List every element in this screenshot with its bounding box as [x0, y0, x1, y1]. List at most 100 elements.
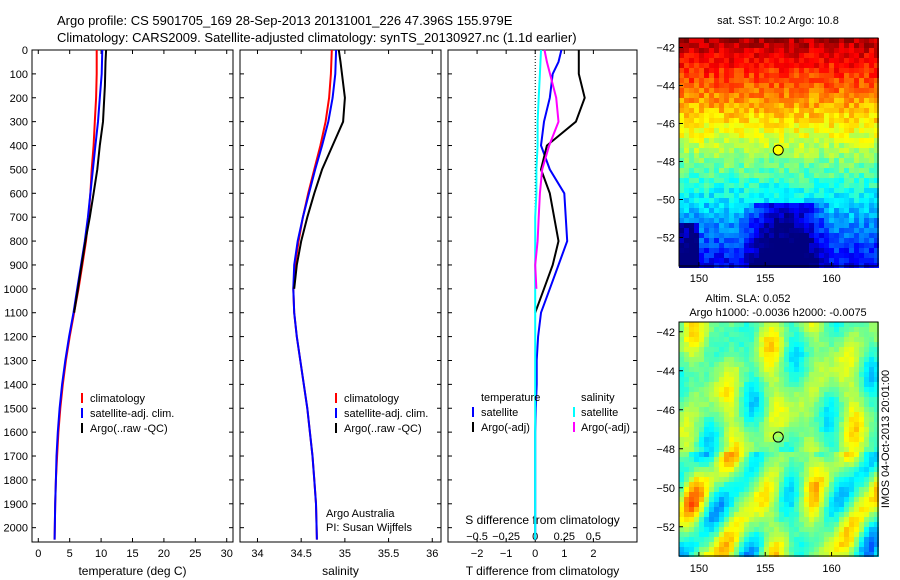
map-cell	[684, 118, 689, 123]
map-cell	[684, 377, 689, 382]
map-cell	[784, 153, 789, 158]
map-cell	[824, 103, 829, 108]
map-cell	[704, 447, 709, 452]
map-cell	[869, 168, 874, 173]
map-cell	[744, 93, 749, 98]
map-cell	[759, 48, 764, 53]
map-cell	[799, 427, 804, 432]
map-cell	[874, 537, 879, 542]
map-cell	[749, 108, 754, 113]
map-cell	[754, 517, 759, 522]
map-cell	[814, 203, 819, 208]
map-cell	[679, 208, 684, 213]
map-cell	[804, 322, 809, 327]
map-cell	[764, 532, 769, 537]
map-cell	[864, 163, 869, 168]
map-cell	[739, 327, 744, 332]
map-cell	[684, 223, 689, 228]
map-cell	[869, 98, 874, 103]
map-cell	[694, 38, 699, 43]
y-tick-label: −44	[656, 81, 675, 93]
map-cell	[874, 198, 879, 203]
map-cell	[684, 198, 689, 203]
map-cell	[744, 168, 749, 173]
map-cell	[689, 477, 694, 482]
map-cell	[864, 73, 869, 78]
map-cell	[764, 457, 769, 462]
map-cell	[844, 537, 849, 542]
map-cell	[834, 532, 839, 537]
map-cell	[709, 188, 714, 193]
map-cell	[874, 397, 879, 402]
map-cell	[869, 188, 874, 193]
map-cell	[799, 472, 804, 477]
map-cell	[774, 178, 779, 183]
map-cell	[734, 327, 739, 332]
map-cell	[824, 148, 829, 153]
map-cell	[869, 148, 874, 153]
map-cell	[834, 233, 839, 238]
map-cell	[819, 522, 824, 527]
map-cell	[794, 402, 799, 407]
map-cell	[709, 128, 714, 133]
map-cell	[679, 457, 684, 462]
map-cell	[679, 173, 684, 178]
map-cell	[724, 213, 729, 218]
map-cell	[724, 113, 729, 118]
map-cell	[689, 502, 694, 507]
map-cell	[714, 532, 719, 537]
map-cell	[764, 487, 769, 492]
map-cell	[734, 532, 739, 537]
map-cell	[679, 357, 684, 362]
map-cell	[794, 183, 799, 188]
map-cell	[729, 492, 734, 497]
map-cell	[769, 402, 774, 407]
map-cell	[689, 253, 694, 258]
map-cell	[729, 517, 734, 522]
map-cell	[829, 178, 834, 183]
map-cell	[759, 148, 764, 153]
map-cell	[729, 402, 734, 407]
map-cell	[684, 158, 689, 163]
map-cell	[829, 502, 834, 507]
map-cell	[739, 158, 744, 163]
map-cell	[834, 437, 839, 442]
map-cell	[834, 472, 839, 477]
map-cell	[849, 118, 854, 123]
map-cell	[789, 128, 794, 133]
map-cell	[814, 178, 819, 183]
map-cell	[704, 203, 709, 208]
map-cell	[869, 218, 874, 223]
map-cell	[849, 173, 854, 178]
map-cell	[719, 372, 724, 377]
map-cell	[874, 88, 879, 93]
map-cell	[784, 542, 789, 547]
map-cell	[684, 367, 689, 372]
map-cell	[869, 128, 874, 133]
map-cell	[729, 362, 734, 367]
map-cell	[764, 337, 769, 342]
map-cell	[704, 103, 709, 108]
map-cell	[834, 482, 839, 487]
map-cell	[754, 243, 759, 248]
map-cell	[704, 248, 709, 253]
map-cell	[749, 527, 754, 532]
map-cell	[734, 377, 739, 382]
map-cell	[789, 68, 794, 73]
map-cell	[704, 183, 709, 188]
map-cell	[789, 83, 794, 88]
map-cell	[814, 58, 819, 63]
map-cell	[709, 228, 714, 233]
map-cell	[759, 452, 764, 457]
map-cell	[824, 427, 829, 432]
map-cell	[679, 527, 684, 532]
map-cell	[829, 437, 834, 442]
map-cell	[809, 347, 814, 352]
map-cell	[804, 552, 809, 557]
map-cell	[854, 512, 859, 517]
map-cell	[794, 522, 799, 527]
map-cell	[689, 387, 694, 392]
map-cell	[819, 58, 824, 63]
map-cell	[834, 248, 839, 253]
map-cell	[859, 362, 864, 367]
